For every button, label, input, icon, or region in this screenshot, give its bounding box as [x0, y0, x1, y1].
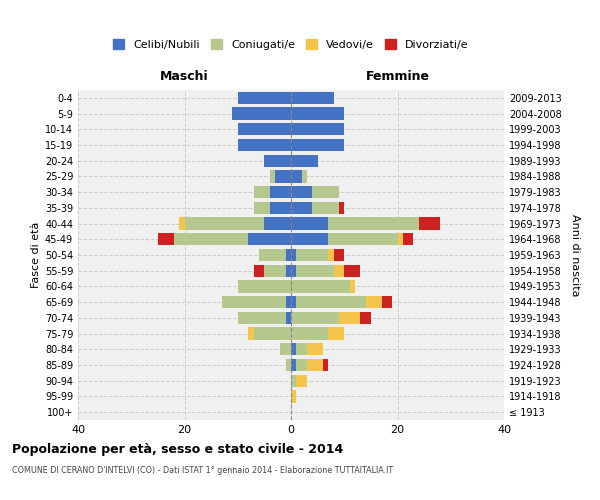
Bar [328, 218, 419, 230]
Bar [291, 249, 296, 261]
Bar [291, 264, 296, 277]
Bar [222, 296, 286, 308]
Bar [265, 264, 286, 277]
Bar [270, 170, 275, 182]
Bar [270, 186, 291, 198]
Bar [259, 249, 286, 261]
Bar [360, 312, 371, 324]
Bar [238, 139, 291, 151]
Bar [286, 359, 291, 371]
Bar [350, 280, 355, 292]
Bar [307, 359, 323, 371]
Bar [291, 92, 334, 104]
Text: COMUNE DI CERANO D'INTELVI (CO) - Dati ISTAT 1° gennaio 2014 - Elaborazione TUTT: COMUNE DI CERANO D'INTELVI (CO) - Dati I… [12, 466, 393, 475]
Bar [419, 218, 440, 230]
Bar [291, 280, 350, 292]
Bar [238, 312, 286, 324]
Bar [158, 233, 174, 245]
Bar [238, 280, 291, 292]
Bar [291, 170, 302, 182]
Bar [296, 359, 307, 371]
Bar [291, 154, 317, 167]
Bar [238, 123, 291, 136]
Bar [286, 296, 291, 308]
Bar [296, 296, 365, 308]
Bar [307, 343, 323, 355]
Bar [291, 390, 296, 402]
Bar [323, 359, 328, 371]
Bar [265, 218, 291, 230]
Bar [339, 312, 360, 324]
Bar [296, 249, 328, 261]
Bar [296, 343, 307, 355]
Bar [291, 359, 296, 371]
Bar [291, 233, 328, 245]
Bar [291, 296, 296, 308]
Bar [291, 374, 296, 387]
Bar [382, 296, 392, 308]
Bar [313, 186, 339, 198]
Bar [291, 123, 344, 136]
Bar [275, 170, 291, 182]
Bar [339, 202, 344, 214]
Bar [291, 108, 344, 120]
Bar [291, 186, 313, 198]
Bar [179, 218, 185, 230]
Bar [270, 202, 291, 214]
Bar [403, 233, 413, 245]
Y-axis label: Fasce di età: Fasce di età [31, 222, 41, 288]
Bar [398, 233, 403, 245]
Bar [365, 296, 382, 308]
Bar [334, 264, 344, 277]
Text: Popolazione per età, sesso e stato civile - 2014: Popolazione per età, sesso e stato civil… [12, 442, 343, 456]
Bar [313, 202, 339, 214]
Bar [328, 328, 344, 340]
Bar [291, 139, 344, 151]
Bar [291, 218, 328, 230]
Bar [265, 154, 291, 167]
Legend: Celibi/Nubili, Coniugati/e, Vedovi/e, Divorziati/e: Celibi/Nubili, Coniugati/e, Vedovi/e, Di… [113, 40, 469, 50]
Bar [286, 249, 291, 261]
Bar [280, 343, 291, 355]
Bar [334, 249, 344, 261]
Bar [254, 328, 291, 340]
Bar [286, 312, 291, 324]
Bar [254, 202, 270, 214]
Bar [296, 264, 334, 277]
Bar [296, 374, 307, 387]
Bar [232, 108, 291, 120]
Bar [238, 92, 291, 104]
Text: Maschi: Maschi [160, 70, 209, 84]
Bar [248, 328, 254, 340]
Bar [248, 233, 291, 245]
Y-axis label: Anni di nascita: Anni di nascita [570, 214, 580, 296]
Bar [291, 328, 328, 340]
Bar [328, 233, 398, 245]
Bar [328, 249, 334, 261]
Text: Femmine: Femmine [365, 70, 430, 84]
Bar [291, 312, 339, 324]
Bar [254, 264, 265, 277]
Bar [291, 202, 313, 214]
Bar [174, 233, 248, 245]
Bar [286, 264, 291, 277]
Bar [254, 186, 270, 198]
Bar [302, 170, 307, 182]
Bar [291, 343, 296, 355]
Bar [344, 264, 360, 277]
Bar [185, 218, 265, 230]
